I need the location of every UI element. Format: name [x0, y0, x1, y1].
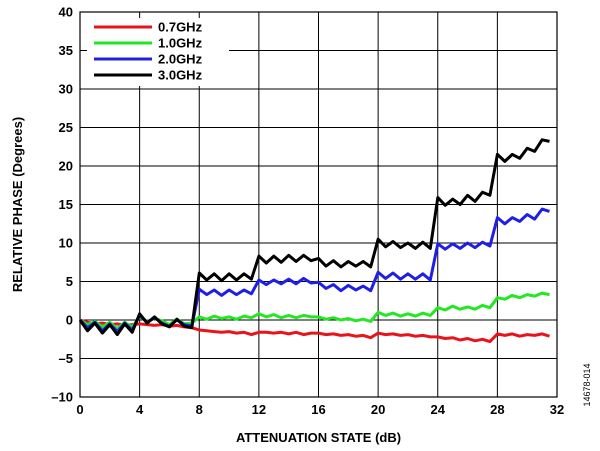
- y-tick-label: 35: [59, 43, 73, 58]
- y-tick-label: 10: [59, 236, 73, 251]
- y-tick-label: –10: [51, 390, 73, 405]
- y-tick-label: 0: [66, 313, 73, 328]
- y-tick-label: 30: [59, 82, 73, 97]
- x-tick-label: 32: [550, 402, 564, 417]
- x-tick-label: 20: [371, 402, 385, 417]
- y-tick-label: 5: [66, 274, 73, 289]
- y-tick-label: 15: [59, 197, 73, 212]
- series-line-2-0ghz: [78, 207, 550, 334]
- y-tick-label: 20: [59, 159, 73, 174]
- legend-label: 3.0GHz: [158, 68, 203, 83]
- tick-labels: 0 4 8 12 16 20 24 28 32 –10 –5 0 5 10 15 20 25 30 35 40: [51, 5, 564, 418]
- figure-code: 14678-014: [582, 363, 592, 406]
- series-line-3-0ghz: [78, 138, 550, 337]
- legend-label: 1.0GHz: [158, 36, 203, 51]
- x-tick-label: 4: [136, 402, 144, 417]
- legend-label: 2.0GHz: [158, 52, 203, 67]
- x-tick-label: 24: [431, 402, 446, 417]
- y-axis-title: RELATIVE PHASE (Degrees): [10, 117, 25, 292]
- x-tick-label: 8: [196, 402, 203, 417]
- x-tick-label: 28: [490, 402, 504, 417]
- x-tick-label: 12: [252, 402, 266, 417]
- series-lines: [78, 138, 550, 344]
- y-tick-label: 40: [59, 5, 73, 20]
- y-tick-label: –5: [59, 351, 73, 366]
- x-tick-label: 16: [311, 402, 325, 417]
- series-line-0-7ghz: [79, 318, 550, 344]
- y-tick-label: 25: [59, 120, 73, 135]
- series-line-1-0ghz: [79, 291, 550, 330]
- x-tick-label: 0: [76, 402, 83, 417]
- plot-frame: [79, 11, 558, 398]
- x-axis-title: ATTENUATION STATE (dB): [236, 430, 401, 445]
- legend-label: 0.7GHz: [158, 20, 203, 35]
